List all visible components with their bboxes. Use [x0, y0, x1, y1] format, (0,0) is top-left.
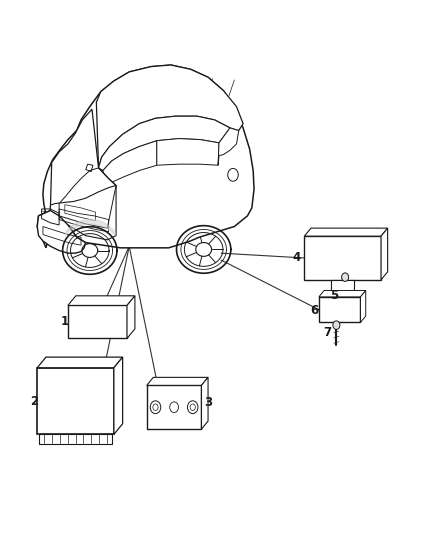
Polygon shape — [319, 297, 360, 322]
Text: 5: 5 — [330, 289, 338, 302]
Polygon shape — [37, 368, 114, 434]
Polygon shape — [37, 211, 85, 253]
Polygon shape — [68, 296, 135, 305]
Polygon shape — [304, 228, 388, 236]
Polygon shape — [50, 185, 116, 240]
Polygon shape — [86, 164, 93, 172]
Text: 2: 2 — [30, 395, 38, 408]
Polygon shape — [218, 128, 239, 165]
Text: 3: 3 — [204, 396, 212, 409]
Text: 6: 6 — [311, 304, 318, 317]
Polygon shape — [147, 385, 201, 429]
Polygon shape — [99, 116, 230, 171]
Polygon shape — [157, 139, 219, 165]
Text: 1: 1 — [61, 316, 69, 328]
Polygon shape — [96, 65, 243, 168]
Polygon shape — [114, 357, 123, 434]
Polygon shape — [147, 377, 208, 385]
Polygon shape — [381, 228, 388, 280]
Polygon shape — [37, 357, 123, 368]
Polygon shape — [68, 305, 127, 338]
Polygon shape — [201, 377, 208, 429]
Polygon shape — [127, 296, 135, 338]
Polygon shape — [50, 109, 116, 228]
Text: 4: 4 — [293, 252, 301, 264]
Polygon shape — [304, 236, 381, 280]
Polygon shape — [319, 290, 366, 297]
Polygon shape — [37, 65, 254, 248]
Polygon shape — [331, 280, 354, 292]
Circle shape — [333, 321, 340, 329]
Text: 7: 7 — [324, 326, 332, 339]
Polygon shape — [103, 141, 157, 185]
Circle shape — [342, 273, 349, 281]
Circle shape — [190, 404, 195, 410]
Polygon shape — [360, 290, 366, 322]
Circle shape — [153, 404, 158, 410]
